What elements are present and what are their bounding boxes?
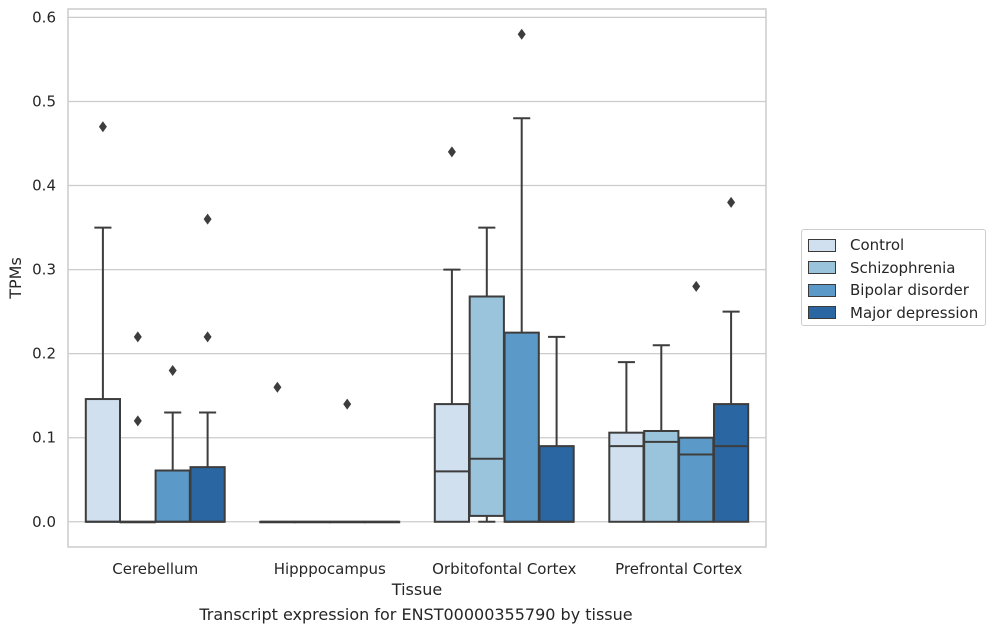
legend-item: Control	[808, 234, 985, 257]
y-tick-label: 0.2	[32, 345, 56, 363]
box-3-1	[643, 344, 680, 523]
x-axis-title: Tissue	[391, 580, 442, 599]
chart-legend: Control Schizophrenia Bipolar disorder Majo…	[801, 229, 986, 326]
y-tick-label: 0.5	[32, 92, 56, 110]
x-tick-label: Prefrontal Cortex	[615, 560, 742, 578]
outlier-point	[692, 280, 701, 292]
box-rect	[643, 429, 680, 523]
box-3-3	[712, 196, 750, 523]
box-rect	[678, 436, 715, 523]
legend-swatch	[808, 283, 836, 297]
box-rect	[712, 403, 750, 523]
box-2-1	[468, 226, 505, 523]
outlier-point	[203, 213, 212, 225]
box-0-3	[189, 213, 226, 523]
chart-caption: Transcript expression for ENST0000035579…	[199, 605, 633, 624]
legend-label: Schizophrenia	[850, 258, 956, 277]
outlier-point	[98, 121, 107, 133]
outlier-point	[168, 364, 177, 376]
legend-swatch	[808, 238, 836, 252]
box-rect	[154, 469, 191, 523]
x-tick-label: Cerebellum	[112, 560, 198, 578]
box-0-0	[84, 121, 122, 523]
box-1-2	[329, 398, 366, 524]
y-tick-label: 0.1	[32, 429, 56, 447]
outlier-point	[273, 381, 282, 393]
outlier-point	[343, 398, 352, 410]
outlier-point	[727, 196, 736, 208]
box-0-1	[119, 331, 156, 524]
legend-label: Major depression	[850, 303, 979, 322]
outlier-point	[133, 415, 142, 427]
legend-label: Bipolar disorder	[850, 281, 969, 300]
outlier-point	[203, 331, 212, 343]
y-tick-label: 0.6	[32, 8, 56, 26]
box-3-2	[678, 280, 715, 523]
box-rect	[538, 445, 575, 523]
box-1-1	[294, 520, 331, 524]
legend-label: Control	[850, 236, 905, 255]
box-rect	[433, 403, 471, 523]
box-rect	[468, 295, 505, 517]
outlier-point	[517, 28, 526, 40]
legend-item: Schizophrenia	[808, 257, 985, 280]
legend-item: Major depression	[808, 302, 985, 325]
y-tick-label: 0.0	[32, 513, 56, 531]
box-3-0	[608, 361, 645, 523]
box-2-2	[503, 28, 540, 523]
box-2-3	[538, 335, 575, 523]
box-1-3	[363, 520, 401, 524]
legend-swatch	[808, 306, 836, 320]
x-tick-label: Hipppocampus	[274, 560, 386, 578]
box-0-2	[154, 364, 191, 523]
plot-frame	[67, 8, 767, 548]
outlier-point	[133, 331, 142, 343]
box-rect	[608, 431, 645, 523]
x-tick-label: Orbitofontal Cortex	[432, 560, 576, 578]
box-rect	[189, 466, 226, 523]
box-2-0	[433, 146, 471, 523]
box-rect	[503, 331, 540, 523]
y-tick-label: 0.4	[32, 177, 56, 195]
box-rect	[84, 398, 122, 523]
outlier-point	[447, 146, 456, 158]
y-axis-title: TPMs	[6, 257, 25, 300]
y-tick-label: 0.3	[32, 261, 56, 279]
legend-swatch	[808, 261, 836, 275]
legend-item: Bipolar disorder	[808, 279, 985, 302]
